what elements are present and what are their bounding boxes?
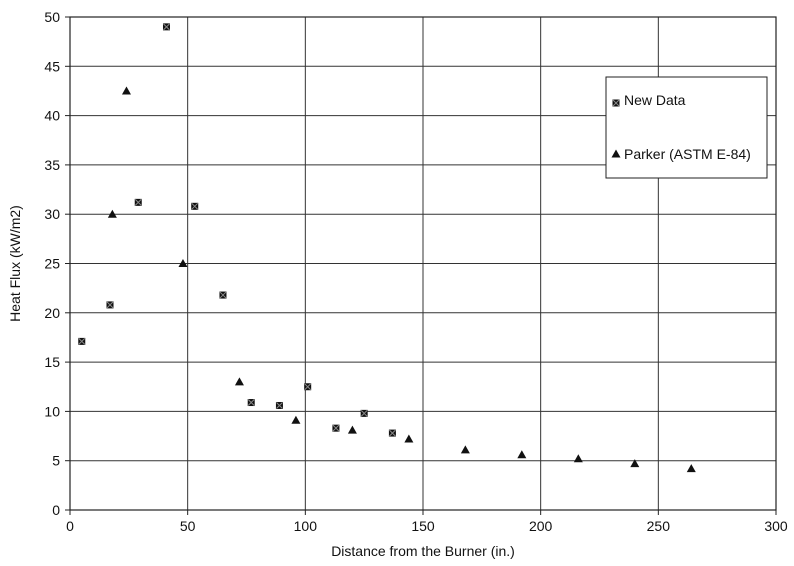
- y-tick-label: 5: [52, 453, 60, 469]
- data-point-parker: [107, 209, 117, 218]
- legend-marker-parker-shape-triangle: [611, 149, 621, 158]
- data-point-parker: [573, 454, 583, 463]
- grid-lines: [70, 17, 776, 510]
- x-tick-label: 300: [764, 518, 788, 534]
- data-point-new-data-cross: [78, 338, 86, 345]
- x-tick-label: 100: [294, 518, 318, 534]
- y-tick-label: 40: [44, 108, 60, 124]
- data-point-parker: [460, 445, 470, 454]
- data-point-new-data-cross: [219, 291, 227, 299]
- data-point-parker-triangle: [686, 464, 696, 473]
- data-point-parker: [121, 86, 131, 95]
- legend: New Data Parker (ASTM E-84): [605, 76, 768, 179]
- data-point-new-data-cross: [191, 202, 199, 210]
- y-tick-label: 25: [44, 256, 60, 272]
- data-point-parker-triangle: [178, 259, 188, 267]
- legend-marker-parker-shape: [611, 149, 621, 158]
- x-tick-label: 0: [66, 518, 74, 534]
- data-point-parker-triangle: [517, 450, 527, 459]
- legend-marker-new-data-shape-cross: [612, 99, 620, 107]
- data-point-new-data: [78, 337, 86, 345]
- x-tick-label: 150: [411, 518, 435, 534]
- data-point-parker: [291, 415, 301, 424]
- data-point-parker: [517, 450, 527, 459]
- data-point-parker: [178, 259, 188, 267]
- data-point-parker: [347, 425, 357, 434]
- y-tick-label: 50: [44, 9, 60, 25]
- data-point-new-data: [106, 301, 114, 309]
- data-point-new-data-cross: [332, 424, 340, 432]
- data-point-new-data: [162, 23, 170, 31]
- data-point-parker-triangle: [107, 209, 117, 218]
- y-axis-title: Heat Flux (kW/m2): [7, 205, 23, 322]
- legend-label-parker: Parker (ASTM E-84): [624, 146, 751, 162]
- legend-marker-new-data-shape: [612, 99, 620, 107]
- data-point-new-data: [360, 409, 368, 417]
- data-point-parker-triangle: [630, 459, 640, 468]
- data-point-new-data: [275, 401, 283, 409]
- data-point-parker-triangle: [234, 377, 244, 386]
- y-tick-label: 15: [44, 354, 60, 370]
- y-tick-label: 0: [52, 502, 60, 518]
- data-point-parker-triangle: [121, 86, 131, 95]
- data-point-new-data: [219, 291, 227, 299]
- data-point-new-data-cross: [276, 402, 283, 409]
- data-point-parker-triangle: [460, 445, 470, 454]
- y-tick-label: 45: [44, 58, 60, 74]
- x-axis-title: Distance from the Burner (in.): [331, 543, 515, 559]
- data-point-parker-triangle: [404, 434, 414, 443]
- data-point-new-data: [191, 202, 199, 210]
- legend-box: [605, 76, 768, 179]
- data-markers: [78, 23, 696, 473]
- data-point-new-data-cross: [247, 399, 255, 406]
- data-point-new-data-cross: [389, 429, 396, 437]
- legend-marker-new-data: [612, 99, 620, 107]
- data-point-parker: [234, 377, 244, 386]
- data-point-parker: [404, 434, 414, 443]
- legend-marker-parker: [611, 149, 621, 158]
- data-point-new-data-cross: [304, 383, 312, 391]
- data-point-parker: [630, 459, 640, 468]
- x-tick-label: 50: [180, 518, 196, 534]
- x-tick-label: 200: [529, 518, 553, 534]
- data-point-parker-triangle: [573, 454, 583, 463]
- data-point-new-data-cross: [134, 199, 142, 206]
- x-axis-tick-labels: 0 50 100 150 200 250 300: [66, 510, 788, 534]
- data-point-new-data-cross: [163, 23, 170, 31]
- y-tick-label: 30: [44, 206, 60, 222]
- x-tick-label: 250: [647, 518, 671, 534]
- y-tick-label: 35: [44, 157, 60, 173]
- y-tick-label: 10: [44, 403, 60, 419]
- data-point-new-data: [247, 399, 255, 407]
- legend-label-new-data: New Data: [624, 92, 686, 108]
- data-point-new-data: [332, 424, 340, 432]
- data-point-parker-triangle: [347, 425, 357, 434]
- data-point-parker: [686, 464, 696, 473]
- data-point-new-data: [388, 429, 396, 437]
- data-point-parker-triangle: [291, 415, 301, 424]
- data-point-new-data: [304, 383, 312, 391]
- data-point-new-data-cross: [106, 301, 114, 309]
- data-point-new-data: [134, 198, 142, 206]
- data-point-new-data-cross: [360, 410, 368, 417]
- y-axis-tick-labels: 0 5 10 15 20 25 30 35 40 45 50: [44, 9, 70, 518]
- y-tick-label: 20: [44, 305, 60, 321]
